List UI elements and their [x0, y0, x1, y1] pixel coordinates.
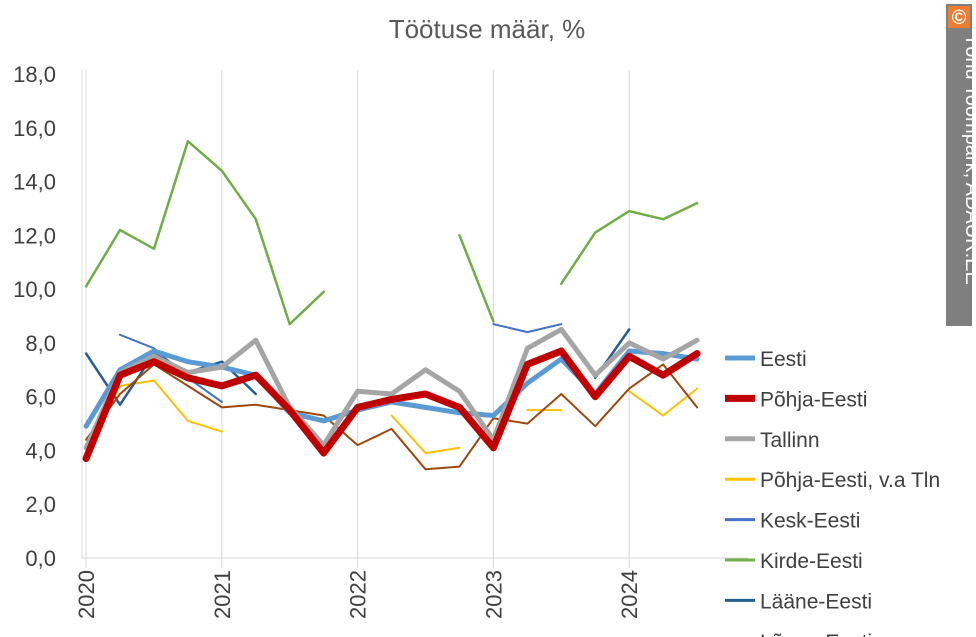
watermark-background: [946, 4, 972, 326]
series-tallinn: [83, 326, 700, 451]
y-tick-label: 10,0: [13, 277, 56, 302]
legend: Eesti Põhja-Eesti Tallinn Põhja-Eesti, v.a …: [725, 348, 940, 637]
legend-label: Põhja-Eesti: [760, 388, 867, 411]
chart-title: Töötuse määr, %: [389, 14, 586, 44]
legend-label: Lääne-Eesti: [760, 590, 872, 613]
y-axis: 0,0 2,0 4,0 6,0 8,0 10,0 12,0 14,0 16,0 18,0: [13, 62, 83, 571]
series-line: [82, 347, 701, 462]
x-axis: 2020 2021 2022 2023 2024: [74, 557, 748, 619]
series-lõuna-eesti: [85, 363, 699, 471]
y-tick-label: 14,0: [13, 170, 56, 195]
y-tick-label: 12,0: [13, 223, 56, 248]
series-põhja-eesti: [82, 347, 701, 462]
y-tick-label: 8,0: [25, 331, 56, 356]
grid-layer: [85, 70, 630, 568]
series-layer: [82, 139, 701, 471]
series-line: [628, 387, 699, 417]
y-tick-label: 18,0: [13, 62, 56, 87]
x-tick-label: 2020: [74, 570, 99, 619]
series-line: [84, 139, 325, 326]
series-line: [390, 414, 461, 455]
legend-label: Kesk-Eesti: [760, 510, 860, 533]
x-tick-label: 2021: [210, 570, 235, 619]
y-tick-label: 4,0: [25, 438, 56, 463]
series-line: [560, 201, 699, 285]
copyright-icon-background: [948, 6, 970, 28]
legend-label: Tallinn: [760, 429, 820, 452]
legend-label: Kirde-Eesti: [760, 550, 863, 573]
y-tick-label: 0,0: [25, 546, 56, 571]
x-tick-label: 2023: [481, 570, 506, 619]
legend-label: Lõuna-Eesti: [760, 631, 872, 637]
series-line: [83, 326, 700, 451]
series-line: [458, 234, 495, 323]
series-line: [85, 363, 699, 471]
watermark: © Tõnu Toompark, ADAUR.EE: [946, 4, 976, 326]
watermark-text: Tõnu Toompark, ADAUR.EE: [961, 34, 976, 285]
series-kirde-eesti: [84, 139, 699, 326]
legend-label: Põhja-Eesti, v.a Tln: [760, 469, 940, 492]
x-tick-label: 2024: [617, 570, 642, 619]
x-tick-label: 2022: [346, 570, 371, 619]
y-tick-label: 16,0: [13, 116, 56, 141]
series-line: [492, 323, 563, 334]
y-tick-label: 6,0: [25, 385, 56, 410]
y-tick-label: 2,0: [25, 492, 56, 517]
copyright-icon: ©: [952, 7, 967, 29]
legend-label: Eesti: [760, 348, 807, 371]
